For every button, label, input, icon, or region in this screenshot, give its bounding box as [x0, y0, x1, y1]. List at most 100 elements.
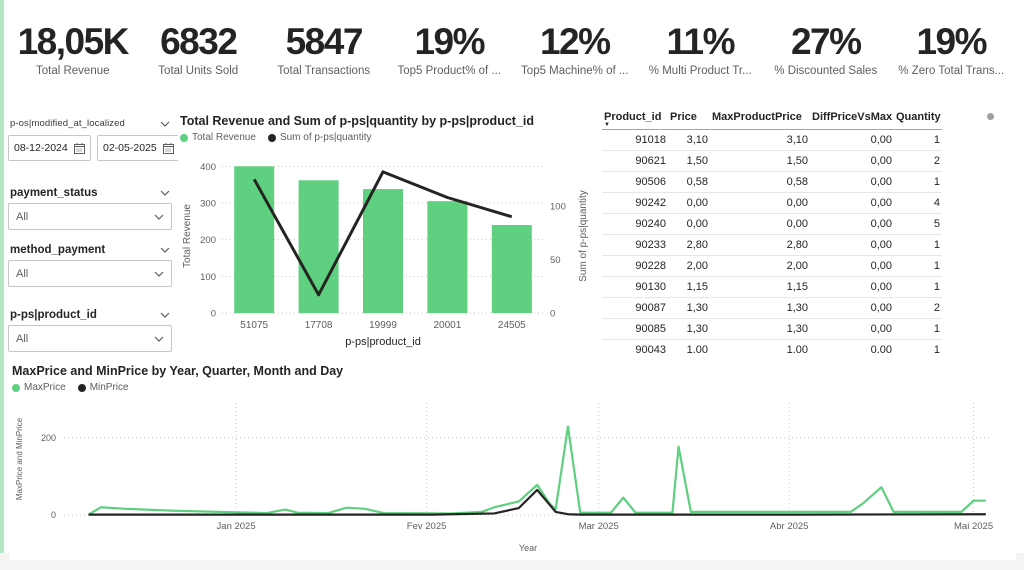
start-date-input[interactable]: [14, 142, 74, 154]
table-cell: 90506: [602, 171, 668, 193]
dropdown-value: All: [16, 332, 29, 345]
table-row[interactable]: 90228 2,00 2,00 0,00 1: [602, 255, 942, 277]
table-row[interactable]: 90130 1,15 1,15 0,00 1: [602, 276, 942, 298]
table-cell: 1: [894, 276, 942, 298]
column-header-Quantity[interactable]: Quantity: [894, 108, 942, 130]
legend-label: Sum of p-ps|quantity: [279, 132, 372, 143]
date-slicer-header: p-os|modified_at_localized: [10, 118, 170, 129]
dropdown-method_payment[interactable]: All: [8, 260, 172, 287]
table-row[interactable]: 90240 0,00 0,00 0,00 5: [602, 213, 942, 235]
table-cell: 0,00: [710, 192, 810, 214]
legend-dot: [12, 383, 20, 392]
column-header-label: MaxProductPrice: [712, 111, 802, 123]
line-series[interactable]: [252, 170, 513, 297]
filter-label: method_payment: [10, 244, 106, 256]
dropdown-payment_status[interactable]: All: [8, 203, 172, 230]
kpi-label: % Zero Total Trans...: [898, 65, 1005, 78]
kpi-value: 5847: [285, 20, 364, 62]
chevron-down-icon[interactable]: [160, 121, 170, 127]
table-cell: 2: [894, 297, 942, 319]
chevron-down-icon: [154, 214, 164, 220]
table-cell: 90233: [602, 234, 668, 256]
table-cell: 0,00: [810, 297, 894, 319]
dropdown-p-ps|product_id[interactable]: All: [8, 325, 172, 352]
table-cell: 2,00: [668, 255, 710, 277]
axis-text: 400: [200, 162, 216, 173]
kpi-card: 5847 Total Transactions: [261, 6, 387, 94]
bar-19999[interactable]: [363, 189, 403, 313]
table-cell: 2,80: [710, 234, 810, 256]
table-row[interactable]: 90043 1,00 1,00 0,00 1: [602, 339, 942, 353]
bar-chart-legend: Total Revenue Sum of p-ps|quantity: [180, 132, 598, 143]
table-cell: 1,50: [710, 150, 810, 172]
filter-group-p-ps|product_id: p-ps|product_id All: [8, 309, 172, 352]
table-row[interactable]: 90087 1,30 1,30 0,00 2: [602, 297, 942, 319]
end-date-field[interactable]: [97, 135, 180, 161]
column-header-label: DiffPriceVsMax: [812, 111, 893, 123]
table-row[interactable]: 90621 1,50 1,50 0,00 2: [602, 150, 942, 172]
axis-text: Mai 2025: [954, 521, 993, 532]
table-cell: 4: [894, 192, 942, 214]
table-cell: 2,80: [668, 234, 710, 256]
kpi-label: Total Transactions: [277, 65, 371, 78]
product-table: Product_id ▼ Price MaxProductPrice DiffPrice…: [602, 108, 942, 353]
table-row[interactable]: 90242 0,00 0,00 0,00 4: [602, 192, 942, 214]
table-cell: 0,00: [668, 192, 710, 214]
kpi-value: 12%: [539, 20, 611, 62]
axis-text: 50: [550, 255, 561, 266]
axis-text: 200: [200, 235, 216, 246]
column-header-Price[interactable]: Price: [668, 108, 710, 130]
table-cell: 0,00: [710, 213, 810, 235]
legend-item-Sum of p-ps|quantity: Sum of p-ps|quantity: [267, 132, 372, 143]
table-row[interactable]: 90085 1,30 1,30 0,00 1: [602, 318, 942, 340]
series-MinPrice[interactable]: [88, 488, 986, 516]
table-row[interactable]: 90233 2,80 2,80 0,00 1: [602, 234, 942, 256]
column-header-DiffPriceVsMax[interactable]: DiffPriceVsMax: [810, 108, 894, 130]
line-chart: 0 200 Jan 2025 Fev 2025 Mar 2025 Abr 2025 Mai …: [10, 395, 1016, 562]
kpi-label: Total Units Sold: [158, 65, 239, 78]
kpi-card: 12% Top5 Machine% of ...: [512, 6, 638, 94]
axis-text: 17708: [305, 320, 333, 331]
table-cell: 1,30: [710, 318, 810, 340]
table-cell: 91018: [602, 129, 668, 151]
table-row[interactable]: 90506 0,58 0,58 0,00 1: [602, 171, 942, 193]
kpi-value: 11%: [666, 20, 735, 62]
end-date-input[interactable]: [103, 142, 163, 154]
filter-label-row: p-ps|product_id: [10, 309, 170, 321]
chevron-down-icon: [160, 190, 170, 196]
table-cell: 2: [894, 150, 942, 172]
line-chart-title: MaxPrice and MinPrice by Year, Quarter, …: [12, 364, 344, 378]
axis-text: 300: [200, 199, 216, 210]
column-header-MaxProductPrice[interactable]: MaxProductPrice: [710, 108, 810, 130]
column-header-Product_id[interactable]: Product_id ▼: [602, 108, 668, 130]
series-MaxPrice[interactable]: [88, 425, 986, 516]
table-cell: 90085: [602, 318, 668, 340]
table-cell: 2,00: [710, 255, 810, 277]
axis-text: 100: [550, 202, 566, 213]
table-cell: 3,10: [710, 129, 810, 151]
line-chart-legend: MaxPrice MinPrice: [12, 382, 1016, 393]
table-cell: 90043: [602, 339, 668, 353]
table-cell: 1: [894, 318, 942, 340]
bar-24505[interactable]: [491, 225, 532, 313]
axis-text: Total Revenue: [182, 204, 193, 268]
legend-label: MinPrice: [89, 382, 129, 393]
axis-text: 24505: [498, 320, 526, 331]
table-row[interactable]: 91018 3,10 3,10 0,00 1: [602, 129, 942, 151]
table-cell: 90242: [602, 192, 668, 214]
table-scrollbar-thumb[interactable]: [987, 113, 994, 120]
bar-51075[interactable]: [234, 166, 275, 313]
start-date-field[interactable]: [8, 135, 91, 161]
legend-item-MinPrice: MinPrice: [77, 382, 129, 393]
bar-17708[interactable]: [298, 180, 339, 313]
bar-20001[interactable]: [427, 201, 468, 313]
table-cell: 1,30: [668, 318, 710, 340]
kpi-card: 18,05K Total Revenue: [10, 6, 136, 94]
table-cell: 0,00: [810, 150, 894, 172]
axis-text: 51075: [240, 320, 268, 331]
filter-group-payment_status: payment_status All: [8, 187, 172, 230]
sort-descending-icon: ▼: [604, 122, 610, 128]
legend-dot: [267, 133, 276, 142]
table-cell: 90130: [602, 276, 668, 298]
legend-label: Total Revenue: [192, 132, 256, 143]
